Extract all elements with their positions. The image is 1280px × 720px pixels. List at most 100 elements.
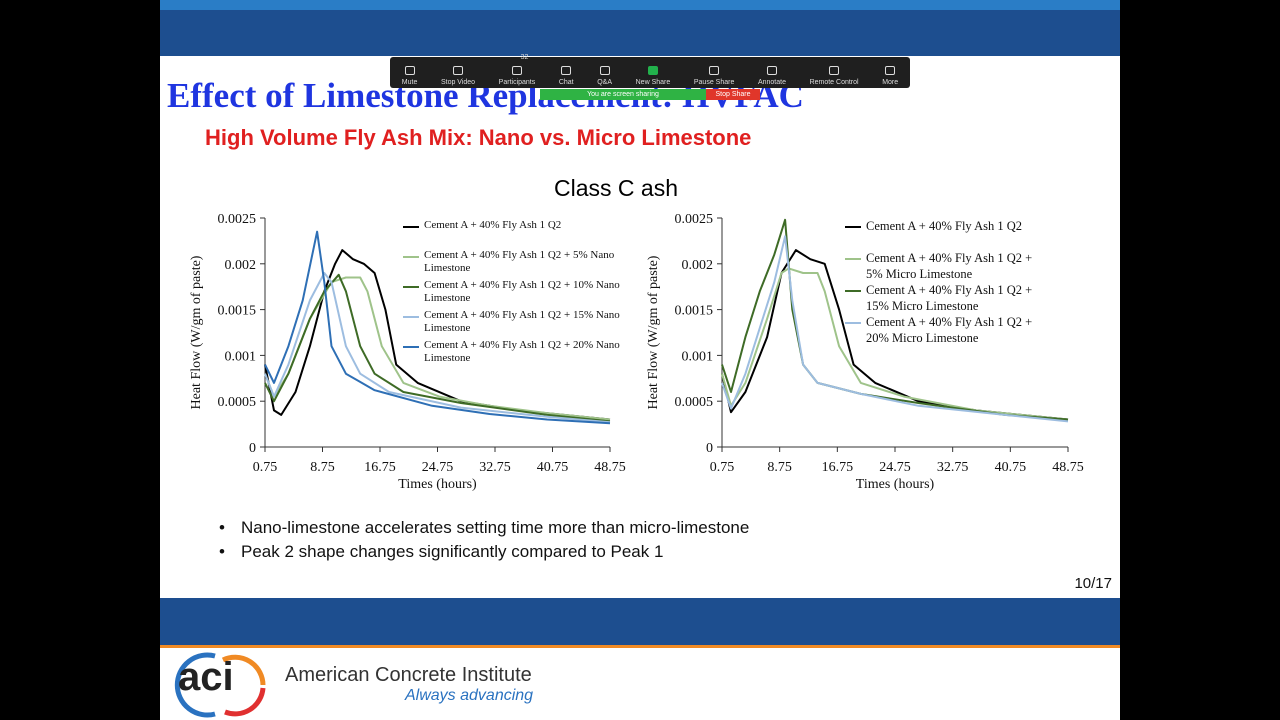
toolbar-icon bbox=[511, 66, 522, 75]
toolbar-button[interactable]: Mute bbox=[401, 66, 418, 88]
toolbar-icon bbox=[599, 66, 610, 75]
legend-label: Cement A + 40% Fly Ash 1 Q2 + 15% Nano L… bbox=[424, 309, 620, 334]
legend-item: Cement A + 40% Fly Ash 1 Q2 + 5% Micro L… bbox=[845, 250, 1045, 282]
legend-swatch bbox=[845, 226, 861, 228]
y-tick-label: 0 bbox=[706, 441, 713, 456]
logo-mark bbox=[174, 652, 266, 718]
x-tick-label: 40.75 bbox=[537, 460, 569, 475]
x-axis-label: Times (hours) bbox=[398, 477, 477, 492]
y-tick-label: 0.002 bbox=[682, 258, 714, 273]
legend-label: Cement A + 40% Fly Ash 1 Q2 + 15% Micro … bbox=[866, 283, 1033, 313]
legend-label: Cement A + 40% Fly Ash 1 Q2 bbox=[866, 219, 1023, 233]
x-tick-label: 48.75 bbox=[1052, 460, 1084, 475]
logo-arc bbox=[221, 654, 266, 686]
y-tick-label: 0 bbox=[249, 441, 256, 456]
x-tick-label: 24.75 bbox=[422, 460, 454, 475]
legend-label: Cement A + 40% Fly Ash 1 Q2 bbox=[424, 219, 562, 231]
y-tick-label: 0.0005 bbox=[218, 395, 257, 410]
legend-label: Cement A + 40% Fly Ash 1 Q2 + 20% Nano L… bbox=[424, 339, 620, 364]
legend-swatch bbox=[403, 225, 419, 228]
x-tick-label: 48.75 bbox=[594, 460, 626, 475]
slide-top-bar bbox=[160, 0, 1120, 56]
stop-share-button[interactable]: Stop Share bbox=[706, 89, 760, 100]
section-title: Class C ash bbox=[554, 175, 678, 201]
toolbar-icon bbox=[829, 66, 840, 75]
toolbar-button[interactable]: Q&A bbox=[597, 66, 612, 88]
x-tick-label: 32.75 bbox=[479, 460, 511, 475]
toolbar-label: Mute bbox=[401, 79, 418, 86]
toolbar-button[interactable]: Annotate bbox=[758, 66, 786, 88]
toolbar-label: Chat bbox=[558, 79, 574, 86]
toolbar-label: Stop Video bbox=[440, 79, 476, 86]
logo-text: aci bbox=[178, 655, 234, 699]
y-tick-label: 0.001 bbox=[225, 349, 257, 364]
toolbar-icon bbox=[453, 66, 464, 75]
legend-swatch bbox=[845, 290, 861, 292]
x-tick-label: 8.75 bbox=[767, 460, 792, 475]
legend-item: Cement A + 40% Fly Ash 1 Q2 bbox=[845, 218, 1045, 250]
x-tick-label: 32.75 bbox=[937, 460, 969, 475]
legend-item: Cement A + 40% Fly Ash 1 Q2 + 15% Nano L… bbox=[403, 309, 635, 339]
legend-item: Cement A + 40% Fly Ash 1 Q2 + 20% Nano L… bbox=[403, 339, 635, 369]
toolbar-icon bbox=[404, 66, 415, 75]
bullet: Peak 2 shape changes significantly compa… bbox=[219, 542, 663, 562]
legend-swatch bbox=[403, 345, 419, 348]
toolbar-label: Q&A bbox=[597, 79, 613, 86]
legend-label: Cement A + 40% Fly Ash 1 Q2 + 5% Nano Li… bbox=[424, 249, 615, 274]
x-tick-label: 8.75 bbox=[310, 460, 335, 475]
legend-item: Cement A + 40% Fly Ash 1 Q2 + 20% Micro … bbox=[845, 314, 1045, 346]
toolbar-label: New Share bbox=[635, 79, 671, 86]
legend-item: Cement A + 40% Fly Ash 1 Q2 bbox=[403, 219, 635, 249]
series-line bbox=[264, 230, 611, 425]
series-line bbox=[264, 273, 611, 423]
toolbar-icon bbox=[561, 66, 572, 75]
legend-label: Cement A + 40% Fly Ash 1 Q2 + 5% Micro L… bbox=[866, 251, 1033, 281]
toolbar-button[interactable]: Chat bbox=[559, 66, 574, 88]
legend-swatch bbox=[845, 258, 861, 260]
x-axis-label: Times (hours) bbox=[856, 477, 935, 492]
y-tick-label: 0.0025 bbox=[675, 212, 714, 227]
legend-item: Cement A + 40% Fly Ash 1 Q2 + 10% Nano L… bbox=[403, 279, 635, 309]
toolbar-button[interactable]: Remote Control bbox=[810, 66, 859, 88]
y-tick-label: 0.0015 bbox=[218, 304, 257, 319]
toolbar-label: More bbox=[882, 79, 899, 86]
toolbar-button[interactable]: Pause Share bbox=[694, 66, 734, 88]
slide-subtitle: High Volume Fly Ash Mix: Nano vs. Micro … bbox=[205, 125, 752, 150]
participant-count: 32 bbox=[520, 54, 529, 61]
y-tick-label: 0.0025 bbox=[218, 212, 257, 227]
footer bbox=[160, 648, 1120, 720]
toolbar-button[interactable]: Stop Video bbox=[441, 66, 475, 88]
toolbar-label: Participants bbox=[498, 79, 536, 86]
x-tick-label: 0.75 bbox=[710, 460, 735, 475]
x-tick-label: 40.75 bbox=[995, 460, 1027, 475]
x-tick-label: 0.75 bbox=[253, 460, 278, 475]
toolbar-label: Pause Share bbox=[693, 79, 735, 86]
slide-bottom-bar bbox=[160, 598, 1120, 645]
legend: Cement A + 40% Fly Ash 1 Q2 Cement A + 40… bbox=[403, 219, 635, 369]
toolbar-button[interactable]: Participants 32 bbox=[498, 54, 536, 88]
accent-line bbox=[160, 645, 1120, 648]
legend-swatch bbox=[403, 285, 419, 288]
legend-item: Cement A + 40% Fly Ash 1 Q2 + 5% Nano Li… bbox=[403, 249, 635, 279]
series-line bbox=[264, 272, 611, 424]
org-name: American Concrete Institute bbox=[285, 664, 532, 686]
toolbar-icon bbox=[885, 66, 896, 75]
x-tick-label: 16.75 bbox=[364, 460, 396, 475]
x-tick-label: 24.75 bbox=[879, 460, 911, 475]
slide bbox=[160, 56, 1120, 598]
toolbar-button[interactable]: More bbox=[882, 66, 898, 88]
y-tick-label: 0.001 bbox=[682, 349, 714, 364]
legend: Cement A + 40% Fly Ash 1 Q2 Cement A + 40… bbox=[845, 218, 1045, 346]
legend-swatch bbox=[403, 255, 419, 258]
toolbar-label: Annotate bbox=[757, 79, 786, 86]
y-tick-label: 0.0005 bbox=[675, 395, 714, 410]
toolbar-label: Remote Control bbox=[809, 79, 859, 86]
bullet: Nano-limestone accelerates setting time … bbox=[219, 518, 749, 538]
series-line bbox=[264, 249, 611, 421]
page-number: 10/17 bbox=[1074, 575, 1112, 592]
tagline: Always advancing bbox=[405, 687, 534, 704]
series-line bbox=[721, 218, 1069, 421]
toolbar-button[interactable]: New Share bbox=[635, 66, 671, 88]
